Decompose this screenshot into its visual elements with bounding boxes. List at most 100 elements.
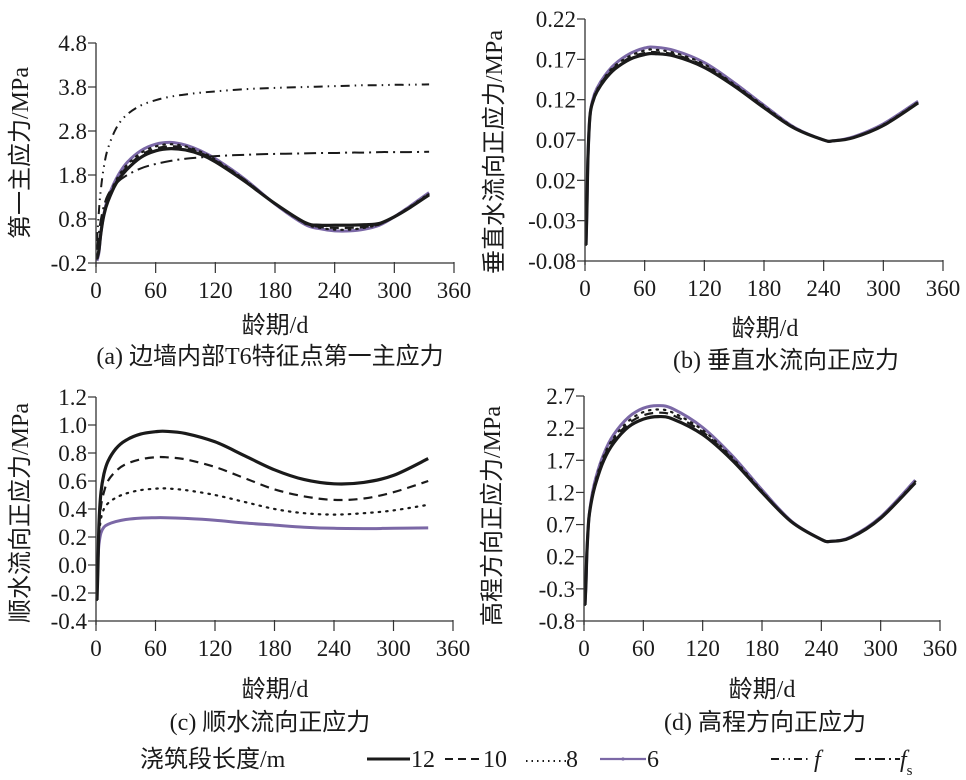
panel-d-xtick-label: 300 <box>863 636 898 661</box>
panel-a-series-s10 <box>95 145 430 259</box>
panel-d-ytick-label: 1.7 <box>546 448 575 473</box>
panel-c-xtick-label: 0 <box>90 636 102 661</box>
panel-b-xtick-label: 240 <box>806 276 841 301</box>
panel-a-xtick-label: 60 <box>144 278 167 303</box>
panel-c-ytick-label: 0.2 <box>58 525 87 550</box>
panel-d-ylabel: 高程方向正应力/MPa <box>479 406 506 626</box>
panel-c-ylabel: 顺水流向正应力/MPa <box>7 403 34 623</box>
panel-a-xtick-label: 300 <box>377 278 412 303</box>
panel-c-series-s6 <box>95 516 429 573</box>
panel-c-xtick-label: 300 <box>376 636 411 661</box>
panel-b-ylabel: 垂直水流向正应力/MPa <box>481 30 508 274</box>
panel-c-ytick-label: 0.8 <box>58 441 87 466</box>
panel-b-ytick-label: 0.17 <box>536 47 576 72</box>
panel-a: 0 60 120 180 240 300 360 -0.2 0.8 1.8 2.8 3.8 4.8 龄期… <box>7 31 471 370</box>
panel-d-ytick-label: 2.7 <box>546 384 575 409</box>
panel-b-ytick-label: 0.07 <box>536 128 576 153</box>
panel-a-ytick-label: 4.8 <box>58 31 87 56</box>
legend: 浇筑段长度/m 12 10 8 6 f fs <box>140 746 913 779</box>
panel-a-ytick-label: 0.8 <box>58 207 87 232</box>
panel-c-xtick-label: 360 <box>436 636 471 661</box>
panel-d-xtick-label: 60 <box>632 636 655 661</box>
legend-label-fs-main: f <box>900 747 910 773</box>
panel-d-series-s8 <box>583 408 917 606</box>
panel-d-axes: 0 60 120 180 240 300 360 -0.8 -0.3 0.2 0.7 1.2 1.7 2.… <box>539 384 958 661</box>
panel-a-xtick-label: 120 <box>198 278 233 303</box>
panel-b-xtick-label: 0 <box>579 276 591 301</box>
legend-label-f: f <box>814 747 824 773</box>
panel-b-xtick-label: 300 <box>866 276 901 301</box>
panel-a-ytick-label: 3.8 <box>58 75 87 100</box>
panel-c-ytick-label: 1.0 <box>58 413 87 438</box>
panel-a-xtick-label: 240 <box>317 278 352 303</box>
panel-c: 0 60 120 180 240 300 360 -0.4 -0.2 0.0 0.2 0.4 0.6 0.… <box>7 385 470 736</box>
legend-label-fs-sub: s <box>907 763 913 779</box>
panel-b: 0 60 120 180 240 300 360 -0.08 -0.03 0.02 0.07 0.12… <box>481 7 960 374</box>
legend-label-fs: fs <box>900 747 913 779</box>
panel-d-series-s10 <box>583 411 917 605</box>
panel-c-ytick-label: 0.6 <box>58 469 87 494</box>
panel-b-xtick-label: 120 <box>687 276 722 301</box>
panel-d-series-s12 <box>583 414 917 605</box>
legend-label-10: 10 <box>483 747 507 773</box>
panel-d-xtick-label: 180 <box>745 636 780 661</box>
panel-a-series-s6 <box>95 140 430 262</box>
panel-d-xtick-label: 360 <box>923 636 958 661</box>
panel-a-xtick-label: 0 <box>90 278 102 303</box>
panel-a-axes: 0 60 120 180 240 300 360 -0.2 0.8 1.8 2.8 3.8 4.8 <box>51 31 472 303</box>
panel-c-xlabel: 龄期/d <box>242 676 309 703</box>
panel-a-series-s8 <box>95 143 431 260</box>
panel-b-series-s12 <box>584 51 919 245</box>
panel-c-xtick-label: 60 <box>144 636 167 661</box>
panel-b-ytick-label: 0.22 <box>536 7 576 32</box>
panel-d-ytick-label: 0.7 <box>546 513 575 538</box>
panel-c-axes: 0 60 120 180 240 300 360 -0.4 -0.2 0.0 0.2 0.4 0.6 0.… <box>51 385 471 661</box>
legend-label-6: 6 <box>647 747 659 773</box>
panel-b-xtick-label: 360 <box>926 276 961 301</box>
panel-c-ytick-label: 0.0 <box>58 553 87 578</box>
panel-d-ytick-label: 2.2 <box>546 416 575 441</box>
panel-b-ytick-label: -0.03 <box>528 209 576 234</box>
panel-d-lines <box>583 404 917 606</box>
panel-a-series-f <box>96 83 430 242</box>
panel-d-xlabel: 龄期/d <box>729 676 796 703</box>
panel-c-series-s8 <box>95 487 430 602</box>
panel-b-lines <box>584 45 920 246</box>
panel-b-xtick-label: 180 <box>747 276 782 301</box>
panel-c-xtick-label: 240 <box>317 636 352 661</box>
panel-c-xtick-label: 180 <box>257 636 292 661</box>
panel-b-series-s10 <box>584 50 919 245</box>
panel-c-ytick-label: 1.2 <box>58 385 87 410</box>
panel-b-ytick-label: 0.12 <box>536 88 576 113</box>
panel-b-axes: 0 60 120 180 240 300 360 -0.08 -0.03 0.02 0.07 0.12… <box>528 7 960 301</box>
legend-swatch-6-marker <box>621 757 625 761</box>
panel-a-ytick-label: 2.8 <box>58 119 87 144</box>
panel-a-ytick-label: 1.8 <box>58 163 87 188</box>
panel-c-lines <box>95 429 430 602</box>
panel-a-xlabel: 龄期/d <box>242 312 309 339</box>
panel-d-ytick-label: -0.3 <box>539 577 575 602</box>
panel-b-series-s8 <box>584 48 920 246</box>
panel-c-xtick-label: 120 <box>198 636 233 661</box>
panel-d: 0 60 120 180 240 300 360 -0.8 -0.3 0.2 0.7 1.2 1.7 2.… <box>479 384 957 736</box>
panel-d-xtick-label: 120 <box>685 636 720 661</box>
panel-a-ytick-label: -0.2 <box>51 251 87 276</box>
panel-a-series-s12 <box>95 146 430 259</box>
panel-a-xtick-label: 180 <box>258 278 293 303</box>
panel-b-xtick-label: 60 <box>633 276 656 301</box>
panel-a-lines <box>95 83 431 262</box>
panel-b-series-s6 <box>584 45 919 245</box>
panel-a-series-fs <box>96 150 430 250</box>
panel-a-xtick-label: 360 <box>437 278 472 303</box>
panel-d-series-s6 <box>583 404 917 605</box>
panel-d-xtick-label: 240 <box>804 636 839 661</box>
legend-label-8: 8 <box>566 747 578 773</box>
panel-a-ylabel: 第一主应力/MPa <box>7 67 34 239</box>
panel-d-ytick-label: -0.8 <box>539 609 575 634</box>
panel-a-caption: (a) 边墙内部T6特征点第一主应力 <box>96 343 443 370</box>
panel-d-caption: (d) 高程方向正应力 <box>664 709 866 736</box>
panel-c-ytick-label: 0.4 <box>58 497 87 522</box>
panel-c-caption: (c) 顺水流向正应力 <box>170 709 371 736</box>
panel-d-xtick-label: 0 <box>578 636 590 661</box>
